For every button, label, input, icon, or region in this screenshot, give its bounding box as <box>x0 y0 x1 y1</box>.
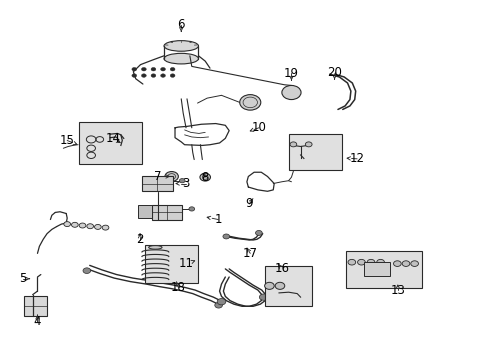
Bar <box>151 205 182 220</box>
Circle shape <box>264 282 274 289</box>
Ellipse shape <box>163 53 198 64</box>
Text: 12: 12 <box>349 152 364 165</box>
Text: 4: 4 <box>34 315 41 328</box>
Circle shape <box>94 224 101 229</box>
Circle shape <box>170 74 175 77</box>
Text: 15: 15 <box>60 134 75 147</box>
Circle shape <box>83 268 90 274</box>
Text: 17: 17 <box>242 247 257 260</box>
Text: 6: 6 <box>177 18 184 31</box>
Circle shape <box>223 234 229 239</box>
Text: 9: 9 <box>245 198 252 211</box>
Bar <box>264 266 311 306</box>
Bar <box>288 134 342 170</box>
Text: 16: 16 <box>274 262 289 275</box>
Circle shape <box>141 74 146 77</box>
Text: 20: 20 <box>326 66 341 79</box>
Circle shape <box>239 95 260 110</box>
Text: 3: 3 <box>182 177 189 190</box>
Circle shape <box>255 230 262 235</box>
Circle shape <box>259 294 267 300</box>
Circle shape <box>132 74 136 77</box>
Ellipse shape <box>148 246 162 249</box>
Circle shape <box>132 67 136 71</box>
Circle shape <box>305 142 311 147</box>
Circle shape <box>357 259 365 265</box>
Text: 19: 19 <box>284 67 298 80</box>
Circle shape <box>170 67 175 71</box>
Bar <box>79 122 142 164</box>
Ellipse shape <box>163 41 198 51</box>
Circle shape <box>160 74 165 77</box>
Text: 11: 11 <box>178 257 193 270</box>
Text: 14: 14 <box>105 132 120 145</box>
Circle shape <box>141 67 146 71</box>
Circle shape <box>87 224 93 229</box>
Circle shape <box>200 173 210 181</box>
Circle shape <box>347 259 355 265</box>
Circle shape <box>393 261 400 266</box>
Text: 5: 5 <box>20 272 27 285</box>
Circle shape <box>401 261 409 266</box>
Circle shape <box>289 142 296 147</box>
Circle shape <box>86 147 94 153</box>
Bar <box>138 206 151 218</box>
Circle shape <box>151 74 156 77</box>
Circle shape <box>179 179 184 183</box>
Circle shape <box>151 67 156 71</box>
Circle shape <box>214 302 222 308</box>
Text: 8: 8 <box>201 171 208 184</box>
Circle shape <box>366 259 374 265</box>
Text: 13: 13 <box>389 284 405 297</box>
Text: 18: 18 <box>171 281 185 294</box>
Circle shape <box>71 222 78 227</box>
Circle shape <box>79 223 86 228</box>
Circle shape <box>102 225 109 230</box>
Text: 1: 1 <box>214 213 222 226</box>
Circle shape <box>281 85 301 100</box>
Circle shape <box>410 261 418 266</box>
Text: 7: 7 <box>154 170 162 183</box>
Text: 10: 10 <box>251 121 266 134</box>
Bar <box>142 176 172 191</box>
Circle shape <box>188 207 194 211</box>
Bar <box>144 245 197 283</box>
Circle shape <box>376 259 384 265</box>
Circle shape <box>217 298 225 305</box>
Bar <box>346 251 421 288</box>
Text: 2: 2 <box>136 234 143 247</box>
Circle shape <box>64 222 70 226</box>
Bar <box>363 262 389 276</box>
Bar <box>24 296 47 316</box>
Circle shape <box>164 171 178 181</box>
Circle shape <box>275 282 284 289</box>
Circle shape <box>160 67 165 71</box>
